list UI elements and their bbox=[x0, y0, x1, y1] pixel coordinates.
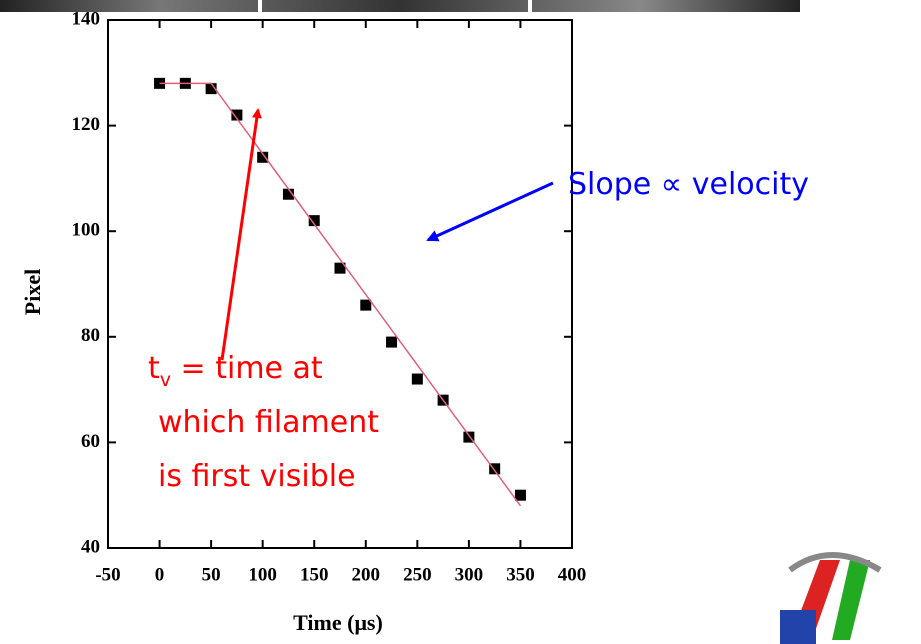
tv-annotation: tv = time at bbox=[148, 351, 323, 391]
y-tick-label: 80 bbox=[81, 325, 100, 346]
y-tick-label: 60 bbox=[81, 431, 100, 452]
data-point bbox=[489, 463, 501, 475]
y-tick-label: 40 bbox=[81, 536, 100, 557]
tv-symbol: t bbox=[148, 351, 160, 386]
x-axis-label: Time (μs) bbox=[293, 610, 383, 635]
y-tick-label: 100 bbox=[72, 220, 101, 241]
y-axis-label: Pixel bbox=[20, 269, 45, 315]
data-point bbox=[205, 83, 217, 95]
tv-line: = time at bbox=[171, 351, 323, 386]
x-tick-label: 300 bbox=[455, 564, 484, 585]
x-tick-label: 100 bbox=[248, 564, 277, 585]
tv-arrow bbox=[220, 108, 262, 361]
x-tick-label: 50 bbox=[202, 564, 221, 585]
data-point bbox=[334, 262, 346, 274]
data-point bbox=[308, 215, 320, 227]
logo-shape bbox=[780, 610, 816, 644]
y-tick-label: 120 bbox=[72, 114, 101, 135]
x-tick-label: 0 bbox=[155, 564, 165, 585]
slope-annotation: Slope ∝ velocity bbox=[568, 167, 809, 202]
x-tick-label: -50 bbox=[95, 564, 120, 585]
photo-gap bbox=[528, 0, 532, 12]
data-point bbox=[282, 188, 294, 200]
logo-shape bbox=[832, 560, 870, 640]
photo-gap bbox=[258, 0, 262, 12]
data-point bbox=[386, 336, 398, 348]
data-point bbox=[463, 431, 475, 443]
tv-line: which filament bbox=[158, 405, 379, 440]
photo-strip bbox=[0, 0, 800, 12]
fit-line bbox=[159, 82, 522, 507]
y-tick-label: 140 bbox=[72, 8, 101, 29]
data-point bbox=[360, 299, 372, 311]
tv-subscript: v bbox=[160, 369, 171, 391]
slope-arrow bbox=[426, 181, 554, 242]
logo-shape bbox=[788, 552, 882, 573]
data-point bbox=[411, 373, 423, 385]
x-tick-label: 250 bbox=[403, 564, 432, 585]
tv-line: is first visible bbox=[158, 459, 356, 494]
x-tick-label: 400 bbox=[558, 564, 587, 585]
data-point bbox=[231, 109, 243, 121]
logo bbox=[780, 552, 882, 644]
plot-frame bbox=[107, 19, 573, 549]
x-tick-label: 200 bbox=[352, 564, 381, 585]
data-point bbox=[514, 489, 526, 501]
x-tick-label: 150 bbox=[300, 564, 329, 585]
x-tick-label: 350 bbox=[506, 564, 535, 585]
plot-area: -50 0 50 100 150 200 250 300 350 400 40 60 80 100 120 1… bbox=[72, 8, 587, 585]
data-point bbox=[257, 151, 269, 163]
